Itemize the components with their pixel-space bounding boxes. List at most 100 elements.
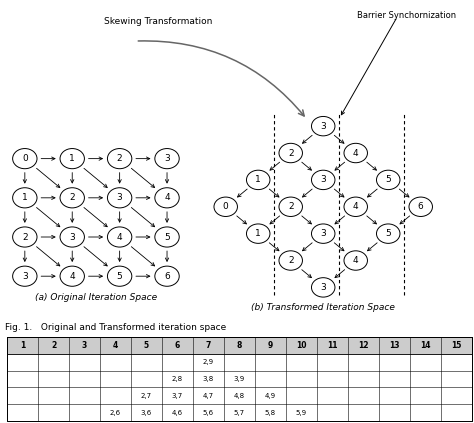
Text: 3: 3 (320, 229, 326, 238)
Text: 5: 5 (164, 233, 170, 242)
Circle shape (108, 188, 132, 208)
Text: 3: 3 (320, 122, 326, 131)
Text: Skewing Transformation: Skewing Transformation (104, 17, 212, 26)
Circle shape (214, 197, 237, 217)
Text: 4,6: 4,6 (172, 410, 183, 416)
Text: 4,7: 4,7 (203, 393, 214, 399)
Text: 5: 5 (385, 229, 391, 238)
Text: 1: 1 (69, 154, 75, 163)
Text: 0: 0 (223, 202, 228, 211)
Text: 6: 6 (164, 272, 170, 281)
Circle shape (344, 251, 367, 270)
Text: 5,8: 5,8 (265, 410, 276, 416)
Text: 1: 1 (255, 176, 261, 184)
Circle shape (60, 266, 84, 286)
Text: 2,9: 2,9 (203, 359, 214, 365)
Text: 5,7: 5,7 (234, 410, 245, 416)
Circle shape (246, 224, 270, 243)
Circle shape (108, 227, 132, 247)
Text: 3: 3 (69, 233, 75, 242)
Text: 5,9: 5,9 (296, 410, 307, 416)
Text: 0: 0 (22, 154, 27, 163)
Circle shape (13, 148, 37, 169)
Text: 4: 4 (353, 256, 358, 265)
Text: 5: 5 (385, 176, 391, 184)
Text: 14: 14 (420, 341, 430, 350)
Text: Barrier Synchornization: Barrier Synchornization (357, 11, 456, 20)
Text: 2: 2 (288, 202, 293, 211)
FancyArrowPatch shape (138, 41, 304, 116)
Text: 1: 1 (255, 229, 261, 238)
Circle shape (108, 148, 132, 169)
Text: 4,9: 4,9 (265, 393, 276, 399)
Circle shape (344, 197, 367, 217)
Circle shape (279, 197, 302, 217)
Text: 3,7: 3,7 (172, 393, 183, 399)
Text: 3: 3 (320, 283, 326, 292)
Text: 3: 3 (82, 341, 87, 350)
Text: 3,8: 3,8 (203, 376, 214, 382)
Text: 2: 2 (22, 233, 27, 242)
Text: 5: 5 (144, 341, 149, 350)
Bar (7, 337, 472, 354)
Text: 1: 1 (20, 341, 25, 350)
Circle shape (60, 148, 84, 169)
Text: (a) Original Iteration Space: (a) Original Iteration Space (35, 293, 157, 302)
Text: 15: 15 (451, 341, 461, 350)
Text: 4: 4 (353, 148, 358, 157)
Text: 2: 2 (117, 154, 122, 163)
Text: 7: 7 (206, 341, 211, 350)
Text: 5: 5 (117, 272, 122, 281)
Circle shape (344, 143, 367, 163)
Text: 12: 12 (358, 341, 368, 350)
Text: 5,6: 5,6 (203, 410, 214, 416)
Circle shape (246, 170, 270, 190)
Text: 2: 2 (51, 341, 56, 350)
Circle shape (13, 266, 37, 286)
Text: 3: 3 (22, 272, 27, 281)
Circle shape (376, 170, 400, 190)
Text: 11: 11 (327, 341, 337, 350)
Circle shape (155, 188, 179, 208)
Circle shape (60, 227, 84, 247)
Text: 3,9: 3,9 (234, 376, 245, 382)
Circle shape (108, 266, 132, 286)
Text: 2: 2 (288, 148, 293, 157)
Text: 3: 3 (320, 176, 326, 184)
Text: 2,8: 2,8 (172, 376, 183, 382)
Text: 3: 3 (164, 154, 170, 163)
Text: 6: 6 (175, 341, 180, 350)
Circle shape (155, 266, 179, 286)
Text: 13: 13 (389, 341, 400, 350)
Text: 3,6: 3,6 (141, 410, 152, 416)
Text: 2: 2 (69, 193, 75, 202)
Text: 4: 4 (117, 233, 122, 242)
Circle shape (155, 227, 179, 247)
Text: 4,8: 4,8 (234, 393, 245, 399)
Text: 4: 4 (353, 202, 358, 211)
Text: 10: 10 (296, 341, 307, 350)
Circle shape (13, 188, 37, 208)
Text: 2,6: 2,6 (110, 410, 121, 416)
Circle shape (409, 197, 432, 217)
Circle shape (311, 116, 335, 136)
Text: 8: 8 (237, 341, 242, 350)
Circle shape (311, 170, 335, 190)
Circle shape (279, 143, 302, 163)
Text: 4: 4 (113, 341, 118, 350)
Text: 2: 2 (288, 256, 293, 265)
Circle shape (279, 251, 302, 270)
Circle shape (311, 224, 335, 243)
Circle shape (13, 227, 37, 247)
Text: 1: 1 (22, 193, 27, 202)
Circle shape (311, 277, 335, 297)
Text: 4: 4 (164, 193, 170, 202)
Text: 6: 6 (418, 202, 424, 211)
Circle shape (376, 224, 400, 243)
Text: 3: 3 (117, 193, 122, 202)
Text: (b) Transformed Iteration Space: (b) Transformed Iteration Space (251, 303, 395, 312)
Text: Fig. 1.   Original and Transformed iteration space: Fig. 1. Original and Transformed iterati… (5, 323, 226, 332)
Text: 2,7: 2,7 (141, 393, 152, 399)
Circle shape (60, 188, 84, 208)
Circle shape (155, 148, 179, 169)
